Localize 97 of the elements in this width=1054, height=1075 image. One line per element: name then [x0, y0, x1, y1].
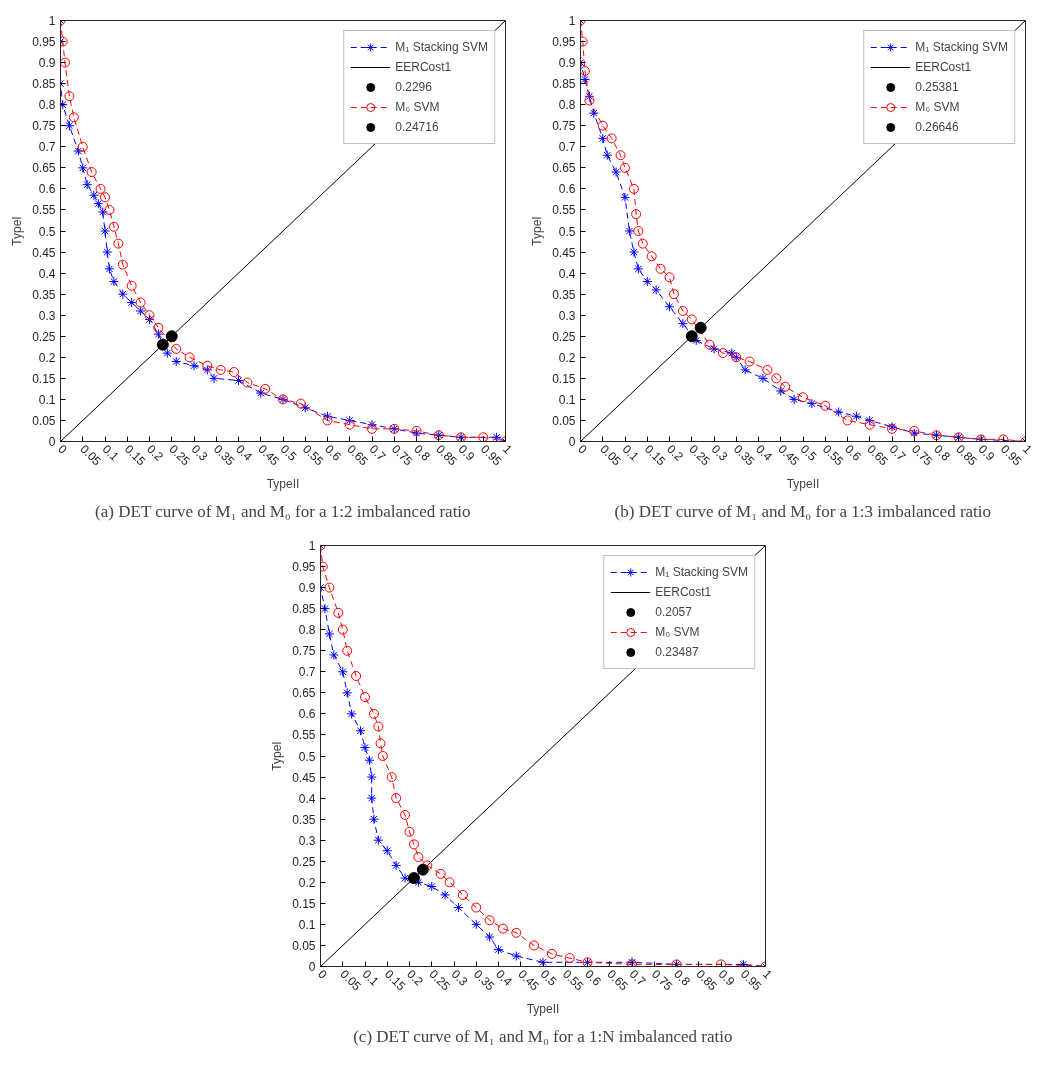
- x-tick-label: 0.15: [381, 966, 409, 994]
- y-tick-label: 0.15: [552, 371, 576, 386]
- y-tick-label: 0.75: [292, 644, 316, 659]
- y-tick-label: 0.1: [298, 917, 316, 932]
- y-tick-label: 0.25: [552, 329, 576, 344]
- legend-label: 0.25381: [915, 80, 959, 94]
- legend-label: 0.2057: [655, 605, 692, 619]
- x-tick-label: 0.35: [210, 441, 238, 469]
- y-tick-label: 0.85: [292, 602, 316, 617]
- legend-label: EERCost1: [915, 60, 972, 74]
- y-tick-label: 0.15: [292, 896, 316, 911]
- x-tick-label: 1: [1020, 441, 1036, 457]
- x-tick-label: 0.75: [648, 966, 676, 994]
- legend-label: M₁ Stacking SVM: [395, 40, 488, 54]
- legend-label: 0.23487: [655, 645, 699, 659]
- x-axis-title: TypeII: [786, 477, 820, 492]
- text: (c) DET curve of M₁ and M₀ for a 1:N imbalanced ratio: [353, 1026, 733, 1046]
- y-tick-label: 0.55: [32, 203, 56, 218]
- y-tick-label: 0.4: [558, 266, 576, 281]
- y-tick-label: 0.3: [558, 308, 576, 323]
- x-tick-label: 1: [760, 966, 776, 982]
- y-tick-label: 0.15: [32, 371, 56, 386]
- y-tick-label: 0.5: [38, 224, 56, 239]
- y-tick-label: 0.35: [552, 287, 576, 302]
- y-tick-label: 0.95: [292, 560, 316, 575]
- y-tick-label: 0.65: [552, 161, 576, 176]
- legend-label: 0.26646: [915, 120, 959, 134]
- x-tick-label: 0.35: [730, 441, 758, 469]
- legend-label: EERCost1: [395, 60, 452, 74]
- y-tick-label: 0.95: [32, 35, 56, 50]
- legend-label: M₀ SVM: [655, 625, 700, 639]
- y-tick-label: 0.45: [292, 770, 316, 785]
- y-tick-label: 0.9: [38, 56, 56, 71]
- legend-label: M₁ Stacking SVM: [915, 40, 1008, 54]
- x-tick-label: 0.15: [641, 441, 669, 469]
- y-tick-label: 0.95: [552, 35, 576, 50]
- y-tick-label: 0.85: [552, 77, 576, 92]
- y-tick-label: 0.3: [298, 833, 316, 848]
- y-tick-label: 0.05: [32, 413, 56, 428]
- y-tick-label: 0.7: [558, 140, 576, 155]
- y-tick-label: 0.25: [32, 329, 56, 344]
- x-axis-title: TypeII: [526, 1002, 560, 1017]
- legend-label: EERCost1: [655, 585, 712, 599]
- legend-label: M₀ SVM: [915, 100, 960, 114]
- y-tick-label: 0.1: [38, 392, 56, 407]
- y-tick-label: 0.45: [552, 245, 576, 260]
- y-axis-title: TypeI: [10, 216, 25, 246]
- y-tick-label: 0.25: [292, 854, 316, 869]
- y-tick-label: 0.7: [298, 665, 316, 680]
- y-tick-label: 0.6: [38, 182, 56, 197]
- y-tick-label: 0.65: [292, 686, 316, 701]
- y-tick-label: 0.7: [38, 140, 56, 155]
- y-tick-label: 0.2: [38, 350, 56, 365]
- y-tick-label: 0.55: [292, 728, 316, 743]
- y-tick-label: 0.5: [298, 749, 316, 764]
- legend-label: M₁ Stacking SVM: [655, 565, 748, 579]
- y-tick-label: 0.45: [32, 245, 56, 260]
- y-tick-label: 1: [48, 14, 56, 28]
- y-tick-label: 0.9: [558, 56, 576, 71]
- y-axis-title: TypeI: [530, 216, 545, 246]
- y-tick-label: 0.4: [38, 266, 56, 281]
- y-tick-label: 0.75: [552, 119, 576, 134]
- y-tick-label: 0.4: [298, 791, 316, 806]
- x-tick-label: 0.75: [388, 441, 416, 469]
- x-tick-label: 0.35: [470, 966, 498, 994]
- y-tick-label: 0.9: [298, 581, 316, 596]
- y-tick-label: 0.3: [38, 308, 56, 323]
- y-tick-label: 0.8: [38, 98, 56, 113]
- y-tick-label: 0.35: [32, 287, 56, 302]
- y-tick-label: 0.55: [552, 203, 576, 218]
- y-tick-label: 0.6: [298, 707, 316, 722]
- y-tick-label: 0.65: [32, 161, 56, 176]
- y-axis-title: TypeI: [270, 741, 285, 771]
- y-tick-label: 0.05: [552, 413, 576, 428]
- legend-label: M₀ SVM: [395, 100, 440, 114]
- x-axis-title: TypeII: [266, 477, 300, 492]
- y-tick-label: 0.75: [32, 119, 56, 134]
- x-tick-label: 1: [500, 441, 516, 457]
- x-tick-label: 0.55: [819, 441, 847, 469]
- text: (b) DET curve of M₁ and M₀ for a 1:3 imbalanced ratio: [614, 501, 992, 521]
- x-tick-label: 0.15: [121, 441, 149, 469]
- y-tick-label: 0.8: [298, 623, 316, 638]
- y-tick-label: 0.8: [558, 98, 576, 113]
- y-tick-label: 0.85: [32, 77, 56, 92]
- y-tick-label: 0.6: [558, 182, 576, 197]
- y-tick-label: 1: [568, 14, 576, 28]
- y-tick-label: 1: [308, 539, 316, 553]
- y-tick-label: 0.35: [292, 812, 316, 827]
- x-tick-label: 0.75: [908, 441, 936, 469]
- y-tick-label: 0.5: [558, 224, 576, 239]
- text: (a) DET curve of M₁ and M₀ for a 1:2 imbalanced ratio: [95, 501, 471, 521]
- y-tick-label: 0.05: [292, 938, 316, 953]
- legend-label: 0.24716: [395, 120, 439, 134]
- y-tick-label: 0.1: [558, 392, 576, 407]
- legend-label: 0.2296: [395, 80, 432, 94]
- y-tick-label: 0.2: [558, 350, 576, 365]
- y-tick-label: 0.2: [298, 875, 316, 890]
